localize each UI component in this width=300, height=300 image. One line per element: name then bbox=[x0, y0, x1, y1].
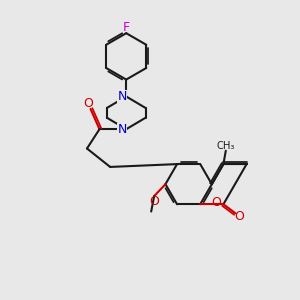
Text: CH₃: CH₃ bbox=[217, 141, 235, 151]
Text: N: N bbox=[117, 123, 127, 136]
Text: O: O bbox=[212, 196, 221, 209]
Text: O: O bbox=[234, 210, 244, 223]
Text: O: O bbox=[149, 195, 159, 208]
Text: F: F bbox=[123, 21, 130, 34]
Text: O: O bbox=[83, 97, 93, 110]
Text: N: N bbox=[117, 90, 127, 103]
